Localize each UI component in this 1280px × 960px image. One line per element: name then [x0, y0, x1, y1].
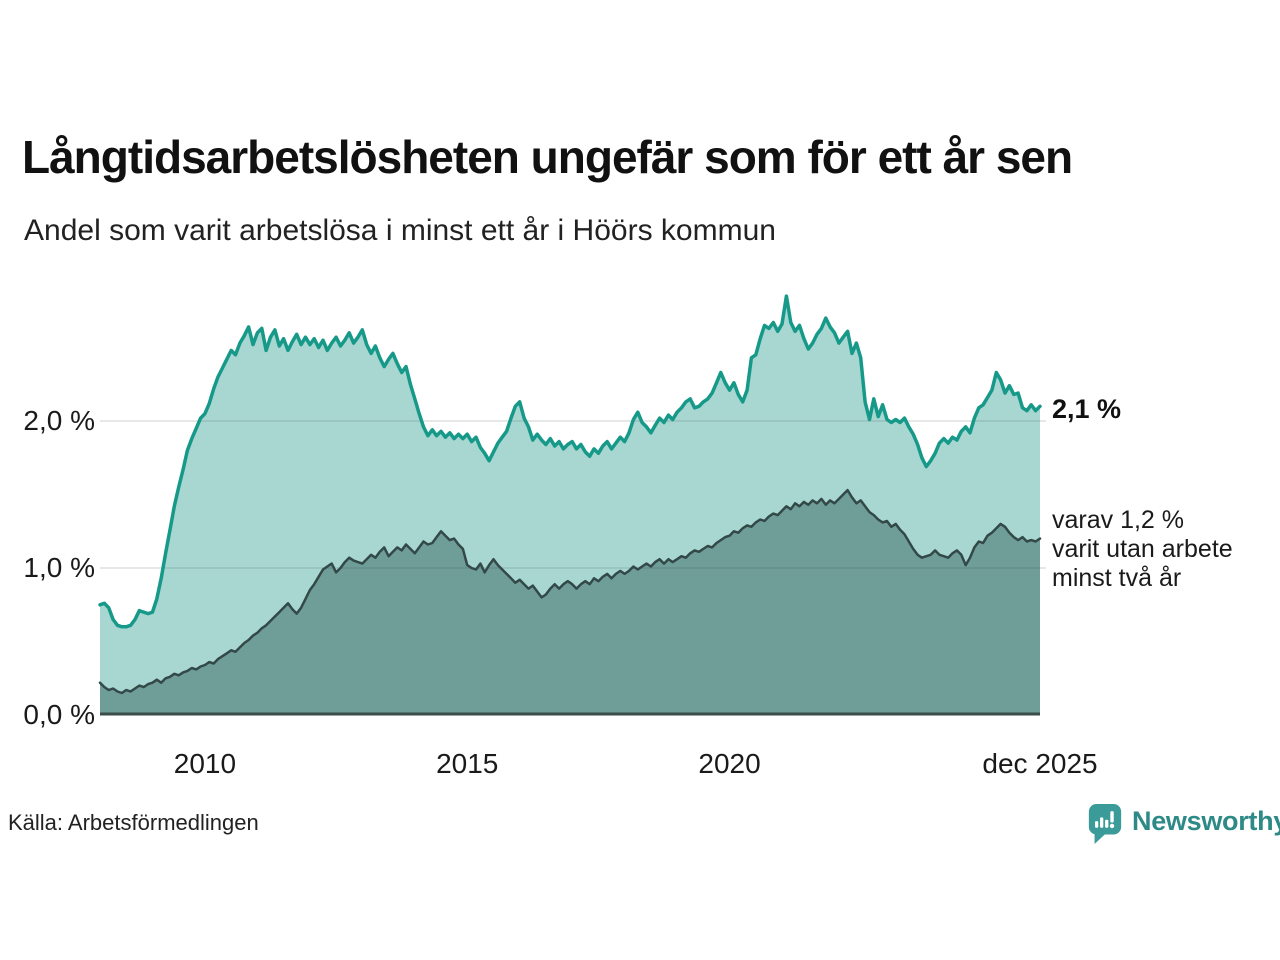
x-axis-tick-2010: 2010: [173, 748, 237, 779]
branding-wordmark: Newsworthy: [1132, 806, 1280, 836]
two-year-annotation-line3: minst två år: [1052, 564, 1182, 592]
two-year-annotation-line2: varit utan arbete: [1052, 535, 1233, 563]
x-axis-tick-dec2025: dec 2025: [982, 748, 1098, 779]
series-line: [98, 294, 1042, 629]
two-year-annotation: varav 1,2 % varit utan arbete minst två …: [1052, 506, 1233, 593]
latest-value-label: 2,1 %: [1052, 394, 1122, 424]
chart-title: Långtidsarbetslösheten ungefär som för e…: [22, 131, 1073, 183]
x-axis-tick-2020: 2020: [698, 748, 761, 779]
series-line: [98, 488, 1042, 695]
source-label: Källa: Arbetsförmedlingen: [8, 810, 259, 835]
branding: Newsworthy: [1086, 802, 1280, 846]
two-year-annotation-line1: varav 1,2 %: [1052, 506, 1185, 534]
y-axis-tick-1: 1,0 %: [23, 552, 95, 583]
x-axis-tick-2015: 2015: [436, 748, 499, 779]
y-axis-tick-0: 0,0 %: [23, 699, 95, 730]
newsworthy-logo-icon: [1088, 804, 1122, 844]
series-fill: [100, 490, 1040, 715]
chart-subtitle: Andel som varit arbetslösa i minst ett å…: [24, 214, 776, 247]
y-axis-tick-2: 2,0 %: [23, 405, 95, 436]
